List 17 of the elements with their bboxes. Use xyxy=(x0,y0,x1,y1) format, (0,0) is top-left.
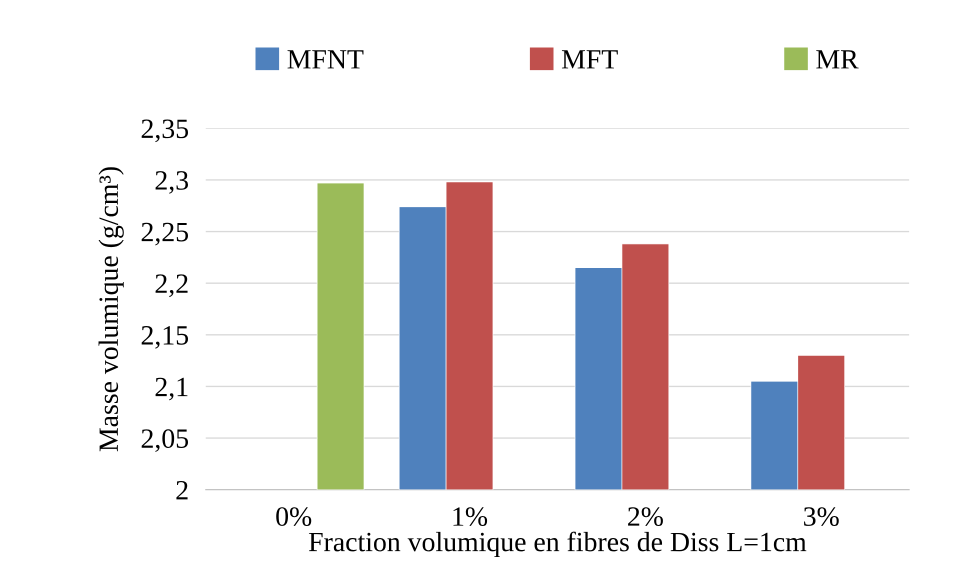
y-tick-label: 2,35 xyxy=(142,120,188,142)
legend-label: MFT xyxy=(562,50,618,68)
y-tick-label: 2 xyxy=(176,480,188,500)
legend-label: MR xyxy=(816,50,859,68)
x-tick-label: 3% xyxy=(804,507,839,526)
y-tick-label: 2,25 xyxy=(142,222,188,246)
y-tick-label: 2,2 xyxy=(156,274,188,298)
x-axis-title: Fraction volumique en fibres de Diss L=1cm xyxy=(308,532,806,558)
y-tick-label: 2,3 xyxy=(156,171,188,194)
x-tick-label: 1% xyxy=(453,507,488,526)
legend-label: MFNT xyxy=(288,50,364,68)
y-tick-label: 2,15 xyxy=(142,326,188,349)
y-axis-title: Masse volumique (g/cm³) xyxy=(98,167,124,452)
x-tick-label: 0% xyxy=(276,507,312,526)
y-tick-label: 2,1 xyxy=(156,378,188,400)
x-tick-label: 2% xyxy=(628,507,663,526)
y-tick-label: 2,05 xyxy=(142,429,188,452)
